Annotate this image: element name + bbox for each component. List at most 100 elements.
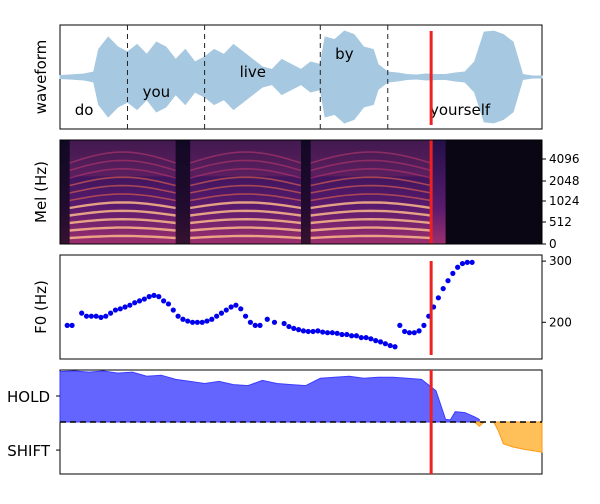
mel-harmonic (310, 151, 432, 164)
mel-harmonic (69, 151, 176, 164)
f0-point (165, 301, 172, 307)
f0-point (310, 328, 316, 335)
mel-tick-label: 512 (549, 215, 572, 229)
f0-point (469, 259, 475, 265)
mel-harmonic (69, 184, 176, 194)
f0-point (156, 294, 162, 300)
f0-point (146, 294, 152, 300)
mel-panel: 0 512 1024 2048 4096 Mel (Hz) (32, 139, 580, 251)
f0-tick-label: 300 (549, 254, 572, 268)
mel-tick-label: 4096 (549, 152, 580, 166)
f0-ylabel: F0 (Hz) (32, 280, 50, 334)
turn-tick-label: HOLD (7, 388, 50, 406)
mel-harmonic (189, 209, 302, 217)
mel-harmonic (69, 176, 176, 187)
mel-harmonic (189, 167, 302, 179)
f0-point (459, 260, 466, 267)
mel-harmonic (310, 184, 432, 194)
f0-point (305, 328, 311, 335)
mel-harmonic (310, 167, 432, 179)
f0-point (218, 310, 225, 316)
mel-harmonic (69, 217, 176, 225)
mel-silence (175, 140, 191, 244)
f0-point (329, 330, 335, 336)
mel-silence (301, 140, 311, 244)
f0-point (180, 316, 186, 322)
f0-point (271, 319, 278, 325)
mel-harmonic (190, 226, 302, 232)
mel-harmonic (310, 201, 432, 210)
f0-point (257, 322, 263, 328)
f0-point (464, 259, 470, 265)
f0-point (194, 319, 200, 325)
f0-point (189, 319, 196, 325)
f0-point (223, 307, 229, 313)
mel-harmonic (69, 226, 176, 232)
f0-point (397, 322, 403, 328)
f0-point (161, 298, 167, 304)
f0-point (455, 264, 461, 270)
f0-point (151, 292, 157, 298)
f0-point (324, 330, 331, 336)
f0-point (252, 322, 258, 328)
f0-point (349, 333, 355, 339)
word-label: you (143, 83, 171, 101)
f0-point (204, 318, 210, 324)
mel-harmonic (69, 167, 176, 179)
mel-axes (59, 139, 543, 245)
f0-axes (59, 254, 543, 360)
f0-point (445, 278, 451, 284)
mel-harmonic (310, 209, 432, 217)
f0-point (300, 328, 307, 334)
mel-harmonic (310, 176, 432, 187)
mel-ylabel: Mel (Hz) (32, 161, 50, 223)
f0-point (103, 313, 109, 319)
f0-point (291, 325, 297, 332)
f0-point (368, 336, 374, 342)
f0-point (64, 322, 70, 328)
f0-point (421, 322, 427, 328)
mel-harmonic (189, 217, 302, 225)
f0-point (392, 344, 398, 350)
mel-harmonic (69, 201, 176, 210)
word-label: yourself (430, 101, 491, 119)
waveform-ylabel: waveform (32, 40, 50, 115)
mel-silence (60, 140, 70, 244)
f0-point (175, 313, 181, 319)
mel-tick-label: 1024 (549, 194, 580, 208)
f0-tick-label: 200 (549, 315, 572, 329)
f0-point (108, 310, 114, 316)
mel-harmonic (310, 193, 432, 202)
f0-point (363, 334, 369, 341)
f0-point (377, 339, 384, 345)
mel-highband (69, 140, 176, 177)
mel-highband (310, 140, 432, 177)
mel-harmonic (189, 193, 302, 202)
f0-point (264, 316, 270, 322)
f0-point (112, 307, 119, 313)
word-label: do (75, 101, 94, 119)
mel-harmonic (189, 184, 302, 194)
turn-panel: HOLD SHIFT (7, 369, 543, 475)
mel-harmonic (189, 159, 302, 172)
f0-point (247, 319, 253, 325)
f0-point (320, 329, 326, 335)
mel-harmonic (190, 234, 302, 240)
word-label: live (240, 63, 266, 81)
f0-point (127, 302, 133, 308)
f0-point (228, 304, 234, 310)
mel-silence (445, 140, 542, 244)
f0-point (88, 313, 94, 319)
f0-point (185, 318, 191, 324)
f0-point (117, 306, 123, 312)
f0-point (344, 331, 350, 338)
f0-point (281, 320, 287, 327)
f0-point (334, 330, 340, 336)
f0-point (242, 313, 249, 319)
f0-point (440, 286, 446, 292)
f0-point (233, 302, 239, 308)
f0-point (214, 313, 220, 319)
mel-harmonic (189, 151, 302, 164)
mel-harmonic (69, 193, 176, 202)
f0-point (79, 310, 85, 316)
